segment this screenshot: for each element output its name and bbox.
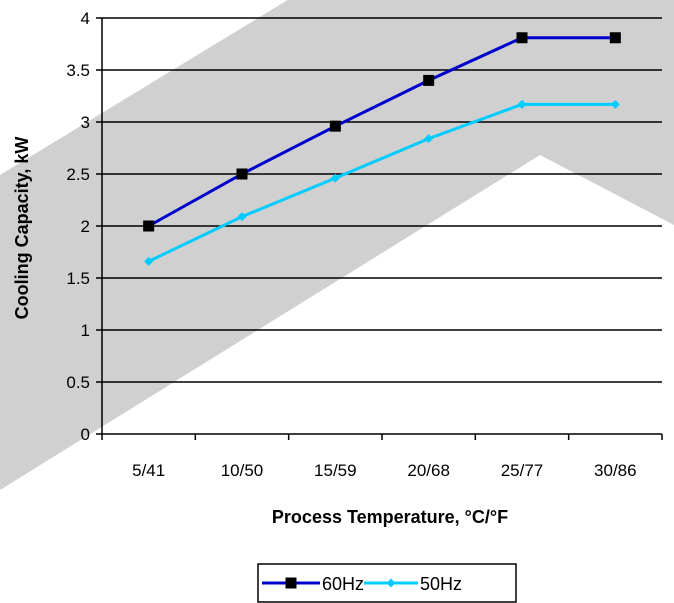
axes (96, 17, 663, 440)
y-tick-label: 4 (81, 9, 90, 28)
data-point-50hz (517, 99, 527, 109)
data-point-50hz (610, 99, 620, 109)
series-line-50hz (148, 102, 616, 263)
x-tick-label: 10/50 (221, 461, 264, 480)
data-point-50hz (237, 212, 247, 222)
x-tick-label: 5/41 (132, 461, 165, 480)
x-tick-label: 15/59 (314, 461, 357, 480)
data-point-60hz (236, 168, 248, 180)
y-tick-label: 1.5 (66, 269, 90, 288)
x-tick-label: 20/68 (407, 461, 450, 480)
data-point-50hz (144, 256, 154, 266)
x-tick-label: 30/86 (594, 461, 637, 480)
background-band (0, 0, 674, 490)
data-point-50hz (424, 134, 434, 144)
legend: 60Hz 50Hz (257, 563, 517, 603)
legend-label-50hz: 50Hz (420, 574, 462, 594)
y-tick-label: 2.5 (66, 165, 90, 184)
series-line-60hz (147, 36, 616, 228)
y-tick-labels: 0 0.5 1 1.5 2 2.5 3 3.5 4 (66, 9, 90, 444)
x-tick-labels: 5/41 10/50 15/59 20/68 25/77 30/86 (132, 461, 636, 480)
data-point-60hz (143, 220, 155, 232)
y-tick-label: 1 (81, 321, 90, 340)
data-point-60hz (609, 32, 621, 44)
y-tick-label: 3.5 (66, 61, 90, 80)
data-point-60hz (516, 32, 528, 44)
legend-marker-60hz (285, 577, 297, 589)
series-group (143, 32, 621, 266)
y-tick-label: 0 (81, 425, 90, 444)
data-point-60hz (329, 120, 341, 132)
y-tick-label: 2 (81, 217, 90, 236)
y-tick-label: 0.5 (66, 373, 90, 392)
legend-marker-50hz (386, 578, 396, 588)
y-tick-label: 3 (81, 113, 90, 132)
data-point-50hz (330, 173, 340, 183)
y-axis-title: Cooling Capacity, kW (12, 137, 32, 320)
x-axis-title: Process Temperature, °C/°F (272, 507, 508, 527)
gridlines (102, 17, 662, 383)
data-point-60hz (423, 74, 435, 86)
x-tick-label: 25/77 (501, 461, 544, 480)
legend-label-60hz: 60Hz (322, 574, 364, 594)
